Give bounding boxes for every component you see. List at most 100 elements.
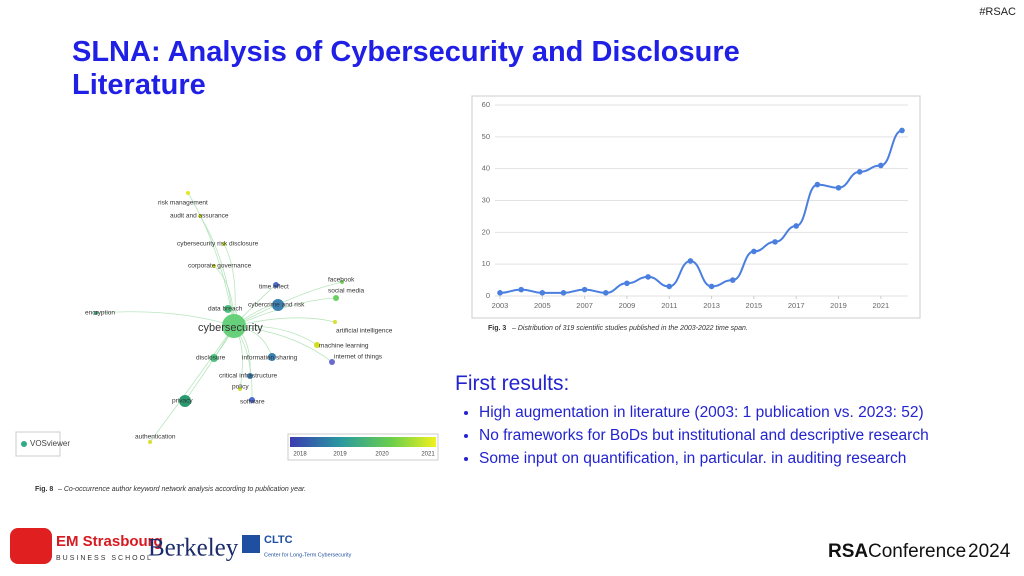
x-tick-label: 2003 xyxy=(492,301,509,310)
y-tick-label: 60 xyxy=(482,100,490,109)
edge xyxy=(149,325,235,443)
colorbar xyxy=(290,437,436,447)
edge xyxy=(184,325,235,402)
node xyxy=(333,295,339,301)
node-label: social media xyxy=(328,288,365,295)
colorbar-frame xyxy=(287,433,439,461)
node-label: audit and assurance xyxy=(170,213,229,220)
point xyxy=(729,277,736,283)
x-tick-label: 2007 xyxy=(576,301,593,310)
y-tick-label: 40 xyxy=(482,164,490,173)
node xyxy=(272,299,284,311)
node-label: disclosure xyxy=(196,355,226,362)
results-list: High augmentation in literature (2003: 1… xyxy=(455,402,995,469)
node xyxy=(148,440,152,444)
point xyxy=(708,283,715,290)
y-tick-label: 0 xyxy=(486,291,490,300)
em-logo: EM Strasbourg xyxy=(56,533,163,550)
bullet: High augmentation in literature (2003: 1… xyxy=(479,402,995,423)
point xyxy=(835,184,842,191)
node xyxy=(333,320,337,324)
x-tick-label: 2013 xyxy=(703,301,720,310)
point xyxy=(666,283,673,290)
node-label: artificial intelligence xyxy=(336,328,393,335)
x-tick-label: 2011 xyxy=(661,301,677,310)
slide-title: SLNA: Analysis of Cybersecurity and Disc… xyxy=(72,36,740,101)
rsa-conference: Conference xyxy=(868,541,966,562)
node-label: policy xyxy=(232,384,249,391)
node xyxy=(249,397,255,403)
node xyxy=(212,264,216,268)
edge xyxy=(233,297,337,327)
edge xyxy=(95,311,235,327)
y-tick-label: 50 xyxy=(482,132,490,141)
em-logo-sub: BUSINESS SCHOOL xyxy=(56,555,153,562)
point xyxy=(581,286,588,293)
point xyxy=(539,290,546,296)
y-tick-label: 20 xyxy=(482,227,490,236)
node-label: cybersecurity risk disclosure xyxy=(177,241,259,248)
node-label: facebook xyxy=(328,277,355,284)
x-tick-label: 2019 xyxy=(830,301,847,310)
point xyxy=(793,223,800,229)
chart-caption: – Distribution of 319 scientific studies… xyxy=(511,325,748,332)
node-label: corporate governance xyxy=(188,263,252,270)
node-label: software xyxy=(240,399,265,406)
tag: #RSAC xyxy=(979,6,1016,18)
point xyxy=(560,290,567,296)
node xyxy=(179,395,191,407)
point xyxy=(878,162,884,169)
edge xyxy=(199,215,235,327)
node-label: risk management xyxy=(158,200,208,207)
node-label: cybersecurity xyxy=(198,322,263,334)
y-tick-label: 30 xyxy=(482,195,490,204)
node-label: encryption xyxy=(85,310,115,317)
point xyxy=(899,127,905,134)
node xyxy=(222,314,246,338)
point xyxy=(602,290,609,296)
node xyxy=(224,305,232,313)
bullet: Some input on quantification, in particu… xyxy=(479,448,995,469)
x-tick-label: 2005 xyxy=(534,301,551,310)
x-tick-label: 2021 xyxy=(872,301,889,310)
x-tick-label: 2009 xyxy=(619,301,636,310)
net-caption: – Co-occurrence author keyword network a… xyxy=(57,486,306,493)
results-heading: First results: xyxy=(455,372,570,395)
colorbar-tick: 2021 xyxy=(421,452,435,458)
rsa-logo: RSA xyxy=(828,541,868,562)
chart-frame xyxy=(471,95,921,319)
node xyxy=(198,214,202,218)
net-caption-label: Fig. 8 xyxy=(35,486,53,493)
cltc-sub: Center for Long-Term Cybersecurity xyxy=(264,552,352,558)
y-tick-label: 10 xyxy=(482,259,490,268)
vos-icon xyxy=(21,441,27,447)
node xyxy=(329,359,335,365)
results: First results: High augmentation in lite… xyxy=(455,372,995,471)
node-label: authentication xyxy=(135,434,176,441)
edge xyxy=(233,325,333,363)
chart-caption-label: Fig. 3 xyxy=(488,325,506,332)
vos-brand: VOSviewer xyxy=(30,439,70,448)
edge xyxy=(233,317,336,327)
vos-frame xyxy=(15,431,61,457)
point xyxy=(645,274,651,280)
node xyxy=(186,191,190,195)
point xyxy=(687,258,694,264)
node-label: information sharing xyxy=(242,355,298,362)
colorbar-tick: 2020 xyxy=(375,452,389,458)
cltc-mark xyxy=(242,535,260,553)
point xyxy=(624,280,630,287)
colorbar-tick: 2018 xyxy=(293,452,307,458)
x-tick-label: 2017 xyxy=(788,301,805,310)
node-label: machine learning xyxy=(319,343,369,350)
node xyxy=(314,342,320,348)
bullet: No frameworks for BoDs but institutional… xyxy=(479,425,995,446)
node xyxy=(273,282,279,288)
network: risk management audit and assurance cybers… xyxy=(85,191,393,444)
node-label: critical infrastructure xyxy=(219,373,278,380)
node-label: time effect xyxy=(259,284,289,291)
edge xyxy=(233,281,343,327)
node xyxy=(340,280,344,284)
